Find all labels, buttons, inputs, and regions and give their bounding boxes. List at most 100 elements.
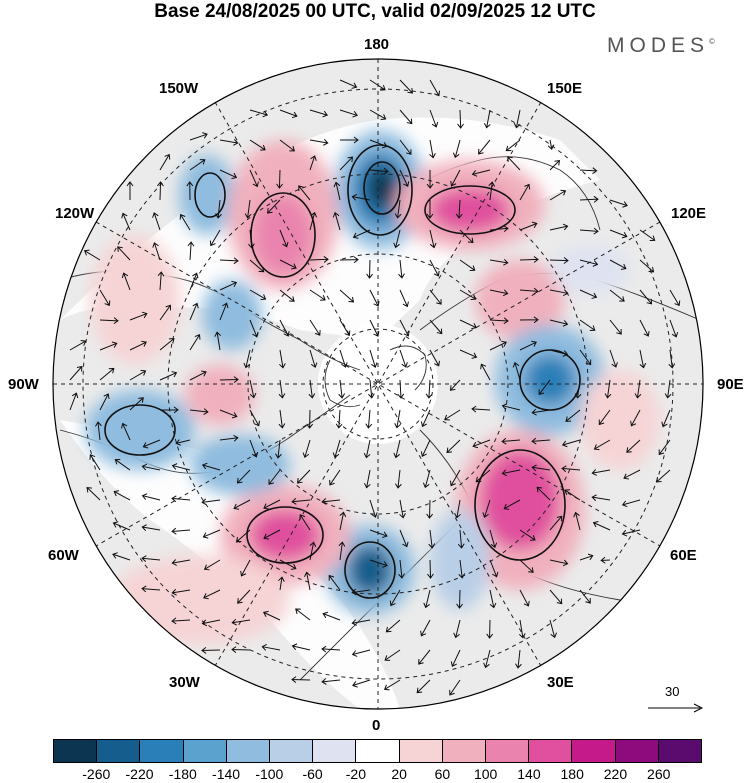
wind-arrow xyxy=(399,169,410,188)
lon-label-150w: 150W xyxy=(159,80,199,97)
modes-logo: MODES© xyxy=(607,34,715,58)
wind-arrow xyxy=(369,167,389,175)
wind-arrow xyxy=(249,259,265,273)
wind-arrow xyxy=(669,319,679,338)
wind-arrow xyxy=(267,199,281,214)
wind-arrow xyxy=(263,499,281,510)
wind-arrow xyxy=(95,421,102,441)
wind-arrow xyxy=(309,289,326,301)
wind-arrow xyxy=(231,646,251,654)
wind-arrow xyxy=(219,139,239,146)
wind-arrow xyxy=(398,259,405,279)
wind-arrow xyxy=(129,397,144,411)
wind-arrow xyxy=(236,469,251,484)
wind-arrow xyxy=(449,379,461,391)
wind-arrow xyxy=(385,619,401,633)
colorbar-tick-label: 140 xyxy=(517,766,541,782)
wind-arrow xyxy=(501,469,521,477)
wind-arrow xyxy=(187,241,195,261)
wind-arrow xyxy=(393,229,401,249)
wind-arrow xyxy=(275,439,282,459)
lon-label-90e: 90E xyxy=(717,376,744,393)
wind-arrow xyxy=(369,319,380,337)
wind-arrow xyxy=(279,319,290,337)
wind-arrow xyxy=(549,589,563,605)
wind-arrow xyxy=(480,363,491,381)
wind-arrow xyxy=(339,109,358,118)
wind-arrow xyxy=(426,199,434,219)
wind-arrow xyxy=(399,529,409,548)
lon-label-120w: 120W xyxy=(55,205,95,222)
wind-arrow xyxy=(549,257,569,264)
wind-arrow xyxy=(519,183,531,201)
wind-arrow xyxy=(456,589,463,609)
wind-arrow xyxy=(519,340,537,351)
wind-arrow xyxy=(276,169,283,189)
wind-arrow xyxy=(244,199,252,219)
wind-arrow xyxy=(486,619,494,639)
colorbar-swatch xyxy=(356,740,400,762)
colorbar-swatch xyxy=(442,740,487,762)
wind-arrow xyxy=(369,79,386,91)
colorbar xyxy=(53,739,702,763)
wind-arrow xyxy=(159,338,175,351)
wind-arrow xyxy=(352,229,371,239)
wind-arrow xyxy=(112,552,131,561)
wind-arrow xyxy=(248,229,255,249)
wind-arrow xyxy=(249,409,260,427)
wind-arrow xyxy=(186,181,194,201)
wind-arrow xyxy=(249,319,259,338)
wind-arrow xyxy=(159,406,179,414)
wind-arrow xyxy=(600,556,611,564)
wind-arrow xyxy=(593,439,611,451)
colorbar-swatch xyxy=(226,740,271,762)
wind-arrow xyxy=(399,289,409,308)
wind-arrow xyxy=(519,221,538,231)
wind-arrow xyxy=(159,153,171,171)
wind-arrow xyxy=(295,608,311,621)
colorbar-tick-label: 220 xyxy=(603,766,628,782)
colorbar-swatch xyxy=(529,740,573,762)
wind-arrow xyxy=(459,319,478,330)
wind-arrow xyxy=(475,469,491,483)
wind-arrow xyxy=(335,409,343,429)
wind-arrow xyxy=(142,439,161,449)
wind-arrow xyxy=(501,437,521,445)
wind-arrow xyxy=(429,349,440,367)
wind-arrow xyxy=(549,559,569,567)
wind-arrow xyxy=(399,499,406,519)
wind-arrow xyxy=(279,139,296,152)
wind-arrow xyxy=(308,379,316,399)
wind-arrow xyxy=(639,259,655,273)
wind-arrow xyxy=(429,109,439,128)
colorbar-swatch xyxy=(270,740,314,762)
lon-label-0: 0 xyxy=(372,717,381,734)
wind-arrow xyxy=(536,486,551,501)
wind-arrow xyxy=(279,259,297,270)
wind-arrow xyxy=(306,409,314,429)
colorbar-swatch xyxy=(97,740,141,762)
wind-arrow xyxy=(302,439,311,459)
copyright-mark: © xyxy=(709,37,715,46)
wind-arrow xyxy=(489,317,509,325)
wind-arrow xyxy=(179,213,191,231)
wind-arrow xyxy=(623,469,641,480)
wind-arrow xyxy=(141,493,161,501)
wind-arrow xyxy=(471,169,491,177)
colorbar-swatch xyxy=(183,740,227,762)
wind-arrow xyxy=(279,289,295,302)
wind-arrow xyxy=(452,139,461,159)
wind-arrow xyxy=(352,679,371,688)
wind-arrow xyxy=(298,185,311,201)
wind-arrow xyxy=(519,529,536,541)
wind-arrow xyxy=(664,379,672,399)
wind-arrow xyxy=(209,229,221,247)
wind-arrow xyxy=(219,302,229,321)
wind-arrow xyxy=(369,139,388,149)
wind-arrow xyxy=(488,181,496,201)
wind-arrow xyxy=(489,225,509,233)
wind-arrow xyxy=(219,257,239,265)
lon-label-180: 180 xyxy=(364,36,390,53)
wind-arrow xyxy=(249,169,259,188)
